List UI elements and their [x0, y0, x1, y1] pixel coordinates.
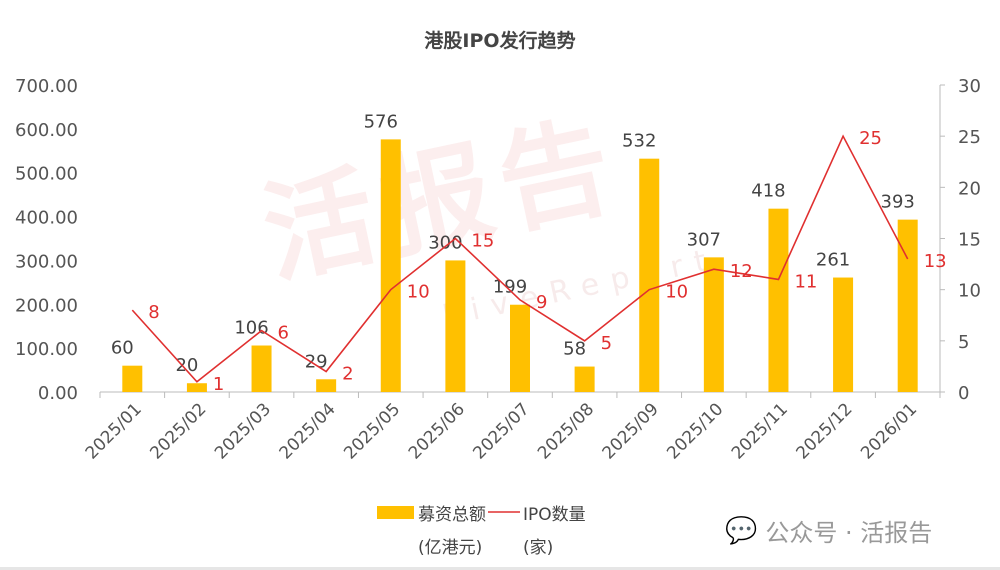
bar-label: 418 [751, 181, 785, 202]
line-series [131, 134, 909, 383]
right-y-tick: 30 [958, 76, 981, 97]
right-y-tick: 10 [958, 281, 981, 302]
line-label: 15 [471, 231, 494, 252]
bar-label: 20 [175, 355, 198, 376]
bar-label: 29 [305, 351, 328, 372]
line-label: 10 [665, 282, 688, 303]
line-label: 11 [794, 271, 817, 292]
x-tick-label: 2025/11 [728, 399, 792, 463]
x-tick-label: 2025/04 [276, 399, 340, 463]
x-tick-label: 2025/10 [663, 399, 727, 463]
bar-label: 60 [111, 338, 134, 359]
legend-line-unit: (家) [523, 538, 553, 558]
x-tick-label: 2025/03 [211, 399, 275, 463]
bar-label: 261 [816, 250, 850, 271]
x-tick-label: 2025/01 [82, 399, 146, 463]
bar-label: 576 [364, 111, 398, 132]
right-y-tick: 20 [958, 178, 981, 199]
bar-label: 532 [622, 131, 656, 152]
legend-line-label: IPO数量 [523, 505, 586, 525]
line-label: 2 [342, 364, 353, 385]
left-y-tick: 600.00 [15, 120, 78, 141]
x-tick-label: 2025/06 [405, 399, 469, 463]
right-y-tick: 5 [958, 332, 969, 353]
line-label: 6 [278, 323, 289, 344]
bar [639, 158, 660, 392]
wechat-source: 💬 公众号 · 活报告 [725, 513, 932, 548]
bar [768, 208, 789, 392]
x-tick-label: 2025/08 [534, 399, 598, 463]
bar-label: 300 [428, 232, 462, 253]
source-text: 公众号 · 活报告 [765, 519, 933, 547]
legend-bar-swatch [377, 506, 414, 519]
x-tick-label: 2026/01 [857, 399, 921, 463]
x-tick-label: 2025/12 [793, 399, 857, 463]
line-label: 9 [536, 292, 547, 313]
right-y-tick: 0 [958, 383, 969, 404]
bar-label: 393 [881, 192, 915, 213]
x-tick-label: 2025/05 [340, 399, 404, 463]
bar [186, 383, 207, 392]
bar [574, 366, 595, 392]
line-label: 8 [148, 302, 159, 323]
bar [703, 257, 724, 392]
bar [833, 277, 854, 392]
bar-label: 58 [563, 339, 586, 360]
right-y-tick: 15 [958, 230, 981, 251]
left-y-tick: 200.00 [15, 295, 78, 316]
line-label: 25 [859, 128, 882, 149]
line-label: 13 [924, 251, 947, 272]
bar [445, 260, 466, 392]
line-label: 12 [730, 261, 753, 282]
left-y-tick: 500.00 [15, 164, 78, 185]
legend-bar-label: 募资总额 [418, 505, 486, 525]
bar [251, 345, 272, 392]
left-y-tick: 0.00 [38, 383, 78, 404]
line-label: 1 [213, 374, 224, 395]
line-label: 10 [407, 282, 430, 303]
x-tick-label: 2025/02 [146, 399, 210, 463]
right-y-tick: 25 [958, 127, 981, 148]
left-y-tick: 300.00 [15, 251, 78, 272]
bar [316, 379, 337, 392]
x-tick-label: 2025/09 [599, 399, 663, 463]
left-y-tick: 700.00 [15, 76, 78, 97]
line-label: 5 [601, 333, 612, 354]
bar [122, 365, 143, 392]
bar-label: 106 [234, 318, 268, 339]
bar [510, 304, 530, 392]
chart-title: 港股IPO发行趋势 [424, 29, 575, 52]
legend-bar-unit: (亿港元) [418, 538, 482, 558]
x-tick-label: 2025/07 [469, 399, 533, 463]
left-y-tick: 400.00 [15, 208, 78, 229]
bar [380, 139, 401, 392]
bar-label: 307 [687, 229, 721, 250]
left-y-tick: 100.00 [15, 339, 78, 360]
bar [897, 219, 918, 392]
wechat-icon: 💬 [725, 515, 758, 546]
